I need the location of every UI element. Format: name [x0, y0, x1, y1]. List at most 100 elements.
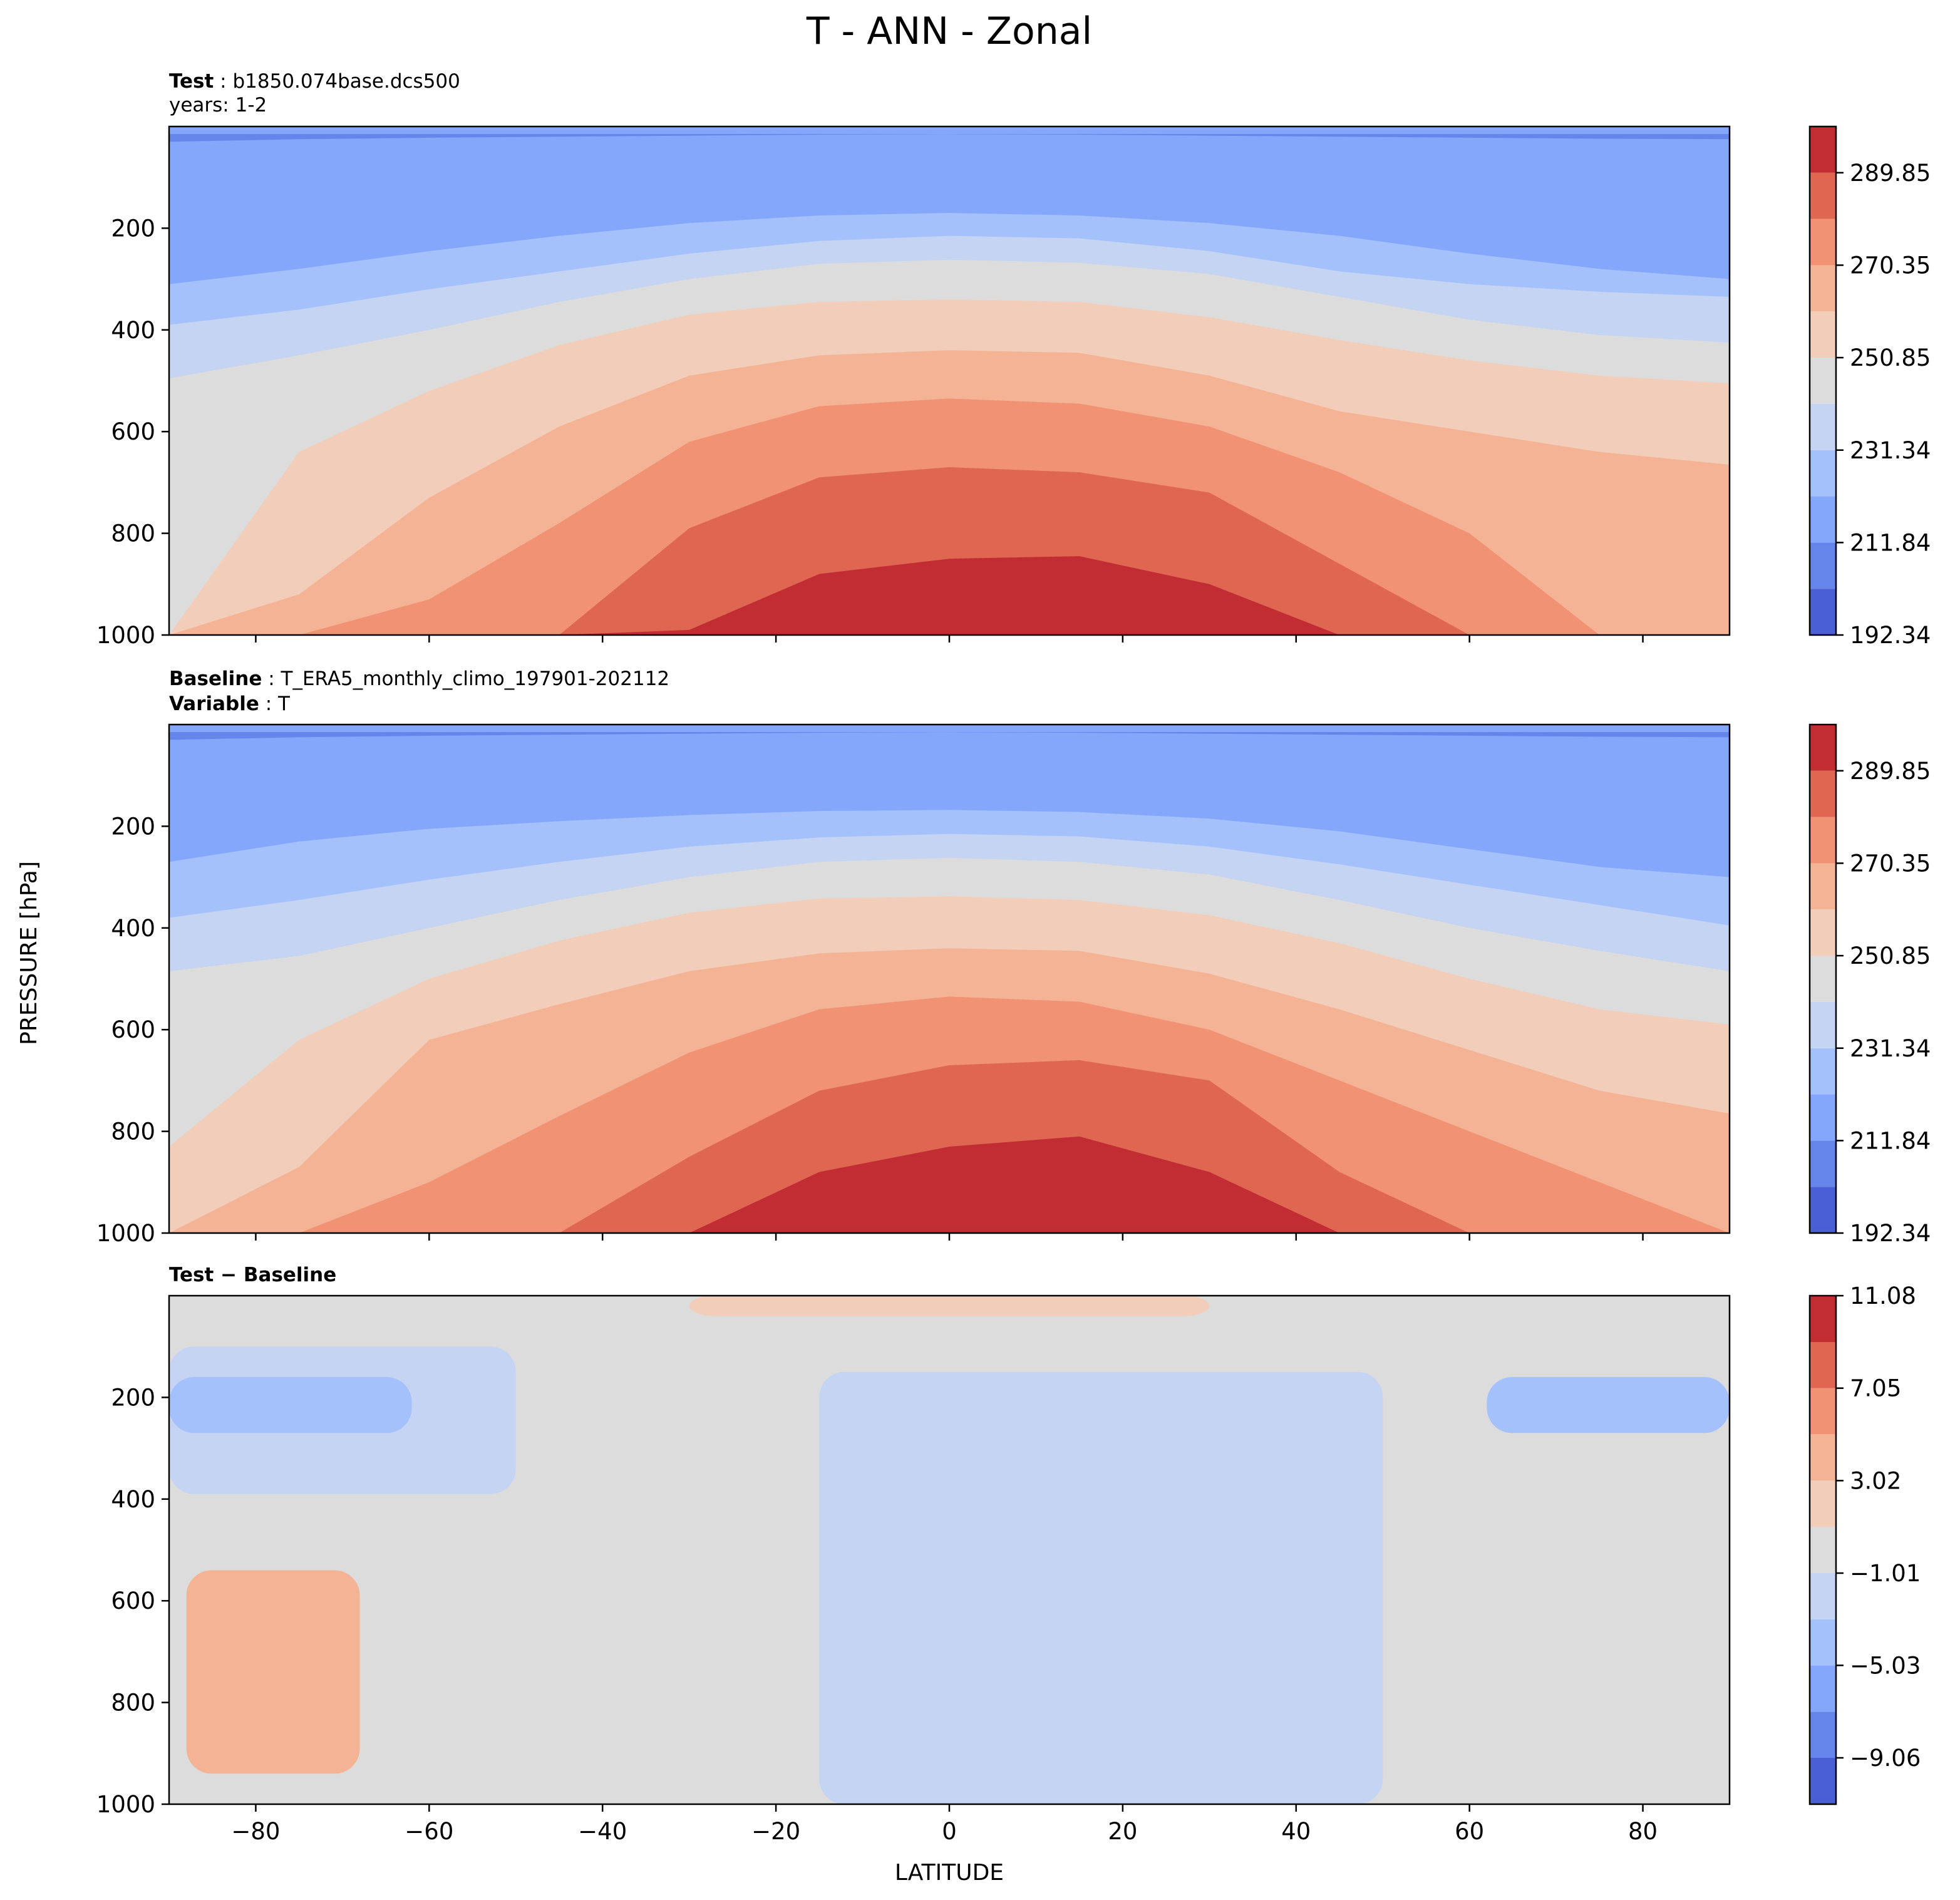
colorbar-bin	[1810, 725, 1836, 771]
y-tick-label: 1000	[96, 1220, 155, 1247]
y-tick-label: 200	[111, 215, 155, 242]
colorbar-bin	[1810, 1094, 1836, 1141]
colorbar-frame	[1808, 723, 1837, 1234]
panel2-variable: Variable : T	[169, 693, 291, 715]
contour-band-top	[169, 126, 1730, 134]
colorbar-bin	[1810, 403, 1836, 450]
colorbar-bin	[1810, 909, 1836, 956]
contour-band-top	[169, 725, 1730, 732]
plot-area	[169, 126, 1730, 635]
colorbar-tick-label: −1.01	[1850, 1560, 1921, 1587]
colorbar-bin	[1810, 1048, 1836, 1095]
panel2-label-value: T_ERA5_monthly_climo_197901-202112	[281, 668, 670, 690]
colorbar-bin	[1810, 589, 1836, 635]
x-tick-label: 20	[1108, 1818, 1137, 1845]
colorbar-tick-label: 211.84	[1850, 1127, 1931, 1154]
panel3-label-minus: −	[220, 1264, 237, 1286]
colorbar-bin	[1810, 1001, 1836, 1048]
colorbar-bin	[1810, 496, 1836, 543]
colorbar-tick-label: 231.34	[1850, 1035, 1931, 1062]
x-tick-label: 60	[1455, 1818, 1484, 1845]
y-tick-label: 600	[111, 1016, 155, 1043]
colorbar-bin	[1810, 1619, 1836, 1666]
colorbar-bin	[1810, 956, 1836, 1002]
colorbar-bin	[1810, 450, 1836, 497]
colorbar-bin	[1810, 1342, 1836, 1388]
x-tick-label: 0	[942, 1818, 957, 1845]
colorbar-bin	[1810, 1573, 1836, 1619]
figure-title: T - ANN - Zonal	[806, 9, 1092, 53]
y-tick-label: 400	[111, 317, 155, 344]
x-tick-label: 80	[1628, 1818, 1658, 1845]
diff-region-2	[169, 1376, 412, 1433]
colorbar-bin	[1810, 770, 1836, 817]
colorbar-bin	[1810, 1480, 1836, 1527]
diff-region-5	[186, 1570, 360, 1774]
diff-region-0	[819, 1371, 1383, 1804]
colorbar-frame	[1808, 125, 1837, 636]
colorbar-bin	[1810, 1388, 1836, 1435]
colorbar: −9.06 −5.03 −1.01 3.02 7.05 11.08	[1808, 1283, 1921, 1805]
panel-3: 200 400 600 800 1000 −80 −60 −40 −20 0 20 40 60 80 −9.…	[96, 1283, 1921, 1845]
panel1-label-value: b1850.074base.dcs500	[232, 70, 460, 93]
colorbar-bin	[1810, 1296, 1836, 1343]
contour-band-2	[169, 725, 1730, 877]
panel2-header: Baseline : T_ERA5_monthly_climo_197901-2…	[169, 668, 669, 690]
x-tick-label: 40	[1281, 1818, 1311, 1845]
colorbar-bin	[1810, 1757, 1836, 1804]
colorbar-tick-label: 7.05	[1850, 1375, 1901, 1402]
panel3-label-test: Test	[169, 1264, 214, 1286]
x-tick-label: −80	[231, 1818, 280, 1845]
y-tick-label: 1000	[96, 622, 155, 649]
colorbar: 192.34 211.84 231.34 250.85 270.35 289.85	[1808, 125, 1931, 649]
y-tick-label: 200	[111, 813, 155, 840]
colorbar-frame	[1808, 1294, 1837, 1805]
colorbar-bin	[1810, 126, 1836, 173]
x-tick-label: −40	[578, 1818, 627, 1845]
y-tick-label: 200	[111, 1384, 155, 1411]
panel1-years: years: 1-2	[169, 94, 267, 116]
x-tick-label: −60	[405, 1818, 453, 1845]
y-tick-label: 400	[111, 1486, 155, 1513]
colorbar-tick-label: 289.85	[1850, 160, 1931, 187]
colorbar-bin	[1810, 1712, 1836, 1758]
panel3-label-base: Baseline	[244, 1264, 336, 1286]
colorbar-tick-label: 11.08	[1850, 1283, 1916, 1309]
colorbar-tick-label: 270.35	[1850, 850, 1931, 877]
colorbar-bin	[1810, 1434, 1836, 1481]
panel-1: 200 400 600 800 1000 192.34 211.84 231.34 250.85…	[96, 125, 1931, 649]
colorbar-bin	[1810, 1526, 1836, 1574]
colorbar-bin	[1810, 265, 1836, 312]
panel2-var-bold: Variable	[169, 693, 259, 715]
y-tick-label: 600	[111, 1588, 155, 1614]
panel2-label-bold: Baseline	[169, 668, 262, 690]
colorbar-tick-label: −5.03	[1850, 1652, 1921, 1679]
colorbar-bin	[1810, 219, 1836, 266]
colorbar-tick-label: 289.85	[1850, 758, 1931, 785]
panel1-header: Test : b1850.074base.dcs500	[169, 70, 460, 93]
y-tick-label: 1000	[96, 1791, 155, 1818]
colorbar-bin	[1810, 542, 1836, 589]
colorbar-bin	[1810, 311, 1836, 358]
colorbar-tick-label: 270.35	[1850, 252, 1931, 279]
y-tick-label: 800	[111, 1118, 155, 1145]
colorbar-bin	[1810, 817, 1836, 864]
colorbar-tick-label: 192.34	[1850, 1220, 1931, 1247]
colorbar-bin	[1810, 1187, 1836, 1233]
y-tick-label: 600	[111, 418, 155, 445]
colorbar: 192.34 211.84 231.34 250.85 270.35 289.85	[1808, 723, 1931, 1247]
contour-band-2	[169, 126, 1730, 284]
panel-2: 200 400 600 800 1000 192.34 211.84 231.34 250.85…	[96, 723, 1931, 1247]
y-tick-label: 800	[111, 520, 155, 547]
plot-area	[169, 1296, 1730, 1804]
colorbar-tick-label: 250.85	[1850, 942, 1931, 969]
colorbar-tick-label: 192.34	[1850, 622, 1931, 649]
colorbar-bin	[1810, 863, 1836, 910]
x-tick-label: −20	[751, 1818, 800, 1845]
y-tick-label: 400	[111, 915, 155, 942]
colorbar-tick-label: 250.85	[1850, 344, 1931, 371]
colorbar-bin	[1810, 358, 1836, 404]
colorbar-tick-label: −9.06	[1850, 1745, 1921, 1772]
